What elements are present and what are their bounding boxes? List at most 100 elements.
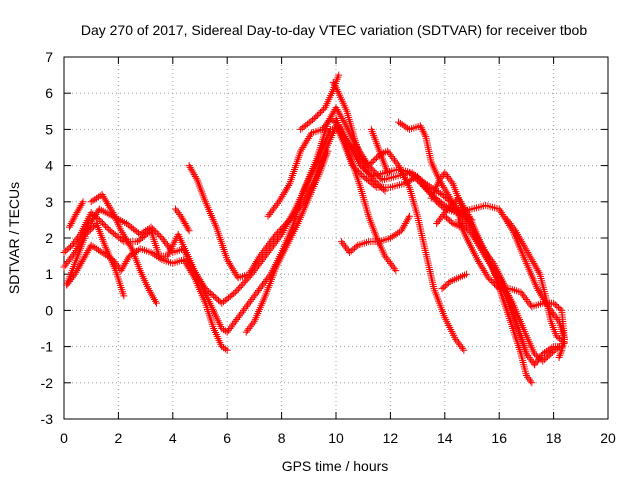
data-point bbox=[77, 259, 85, 267]
data-point bbox=[510, 225, 518, 233]
data-point bbox=[329, 109, 337, 117]
data-point bbox=[271, 203, 279, 211]
data-point bbox=[445, 192, 453, 200]
data-point bbox=[529, 258, 537, 266]
data-point bbox=[144, 285, 152, 293]
data-point bbox=[487, 277, 495, 285]
data-point bbox=[446, 217, 454, 225]
data-point bbox=[185, 227, 193, 235]
data-point bbox=[103, 224, 111, 232]
data-point bbox=[481, 268, 489, 276]
data-point bbox=[89, 197, 97, 205]
data-point bbox=[79, 256, 87, 264]
data-point bbox=[272, 201, 280, 209]
data-point bbox=[248, 321, 256, 329]
data-point bbox=[285, 182, 293, 190]
data-point bbox=[324, 118, 332, 126]
data-point bbox=[68, 241, 76, 249]
data-point bbox=[124, 238, 132, 246]
x-tick-label: 16 bbox=[491, 430, 507, 446]
data-point bbox=[66, 221, 74, 229]
data-point bbox=[550, 299, 558, 307]
data-point bbox=[524, 352, 532, 360]
data-point bbox=[304, 134, 312, 142]
data-point bbox=[152, 228, 160, 236]
data-point bbox=[556, 305, 564, 313]
data-point bbox=[431, 196, 439, 204]
data-point bbox=[542, 354, 550, 362]
data-point bbox=[442, 214, 450, 222]
data-point bbox=[242, 277, 250, 285]
data-point bbox=[362, 165, 370, 173]
data-point bbox=[104, 200, 112, 208]
data-point bbox=[546, 345, 554, 353]
data-point bbox=[482, 270, 490, 278]
data-point bbox=[526, 355, 534, 363]
data-point bbox=[101, 196, 109, 204]
data-point bbox=[398, 225, 406, 233]
data-point bbox=[316, 108, 324, 116]
data-point bbox=[231, 268, 239, 276]
data-point bbox=[280, 222, 288, 230]
data-point bbox=[249, 294, 257, 302]
data-point bbox=[75, 205, 83, 213]
data-point bbox=[156, 255, 164, 263]
data-point bbox=[447, 202, 455, 210]
data-point bbox=[246, 297, 254, 305]
data-point bbox=[267, 209, 275, 217]
data-point bbox=[395, 118, 403, 126]
data-point bbox=[255, 254, 263, 262]
data-point bbox=[121, 234, 129, 242]
data-point bbox=[125, 239, 133, 247]
data-point bbox=[303, 136, 311, 144]
data-point bbox=[480, 267, 488, 275]
data-point bbox=[436, 201, 444, 209]
data-point bbox=[530, 259, 538, 267]
data-point bbox=[359, 162, 367, 170]
data-point bbox=[451, 197, 459, 205]
data-point bbox=[242, 328, 250, 336]
data-point bbox=[334, 87, 342, 95]
data-point bbox=[87, 198, 95, 206]
data-point bbox=[398, 121, 406, 129]
data-point bbox=[163, 241, 171, 249]
data-point bbox=[463, 270, 471, 278]
data-point bbox=[153, 229, 161, 237]
data-point bbox=[556, 350, 564, 358]
data-point bbox=[454, 339, 462, 347]
data-point bbox=[516, 234, 524, 242]
y-axis-label: SDTVAR / TECUs bbox=[6, 182, 22, 294]
data-point bbox=[272, 230, 280, 238]
data-point bbox=[309, 116, 317, 124]
data-point bbox=[368, 158, 376, 166]
data-point bbox=[62, 247, 70, 255]
data-point bbox=[185, 265, 193, 273]
y-tick-label: 0 bbox=[45, 302, 53, 318]
data-point bbox=[188, 167, 196, 175]
data-point bbox=[492, 282, 500, 290]
data-point bbox=[149, 225, 157, 233]
data-point bbox=[445, 203, 453, 211]
data-point bbox=[88, 224, 96, 232]
data-point bbox=[385, 258, 393, 266]
y-tick-label: 6 bbox=[45, 85, 53, 101]
x-tick-label: 10 bbox=[328, 430, 344, 446]
data-point bbox=[152, 252, 160, 260]
data-point bbox=[349, 246, 357, 254]
data-point bbox=[335, 109, 343, 117]
data-point bbox=[445, 279, 453, 287]
data-point bbox=[533, 357, 541, 365]
series-arc-7 bbox=[63, 241, 231, 354]
data-point bbox=[63, 259, 71, 267]
data-point bbox=[140, 228, 148, 236]
data-point bbox=[185, 162, 193, 170]
data-point bbox=[557, 336, 565, 344]
data-point bbox=[418, 178, 426, 186]
data-point bbox=[96, 192, 104, 200]
data-point bbox=[267, 238, 275, 246]
data-point bbox=[526, 377, 534, 385]
data-point bbox=[441, 185, 449, 193]
data-point bbox=[541, 349, 549, 357]
data-point bbox=[179, 216, 187, 224]
data-point bbox=[369, 157, 377, 165]
